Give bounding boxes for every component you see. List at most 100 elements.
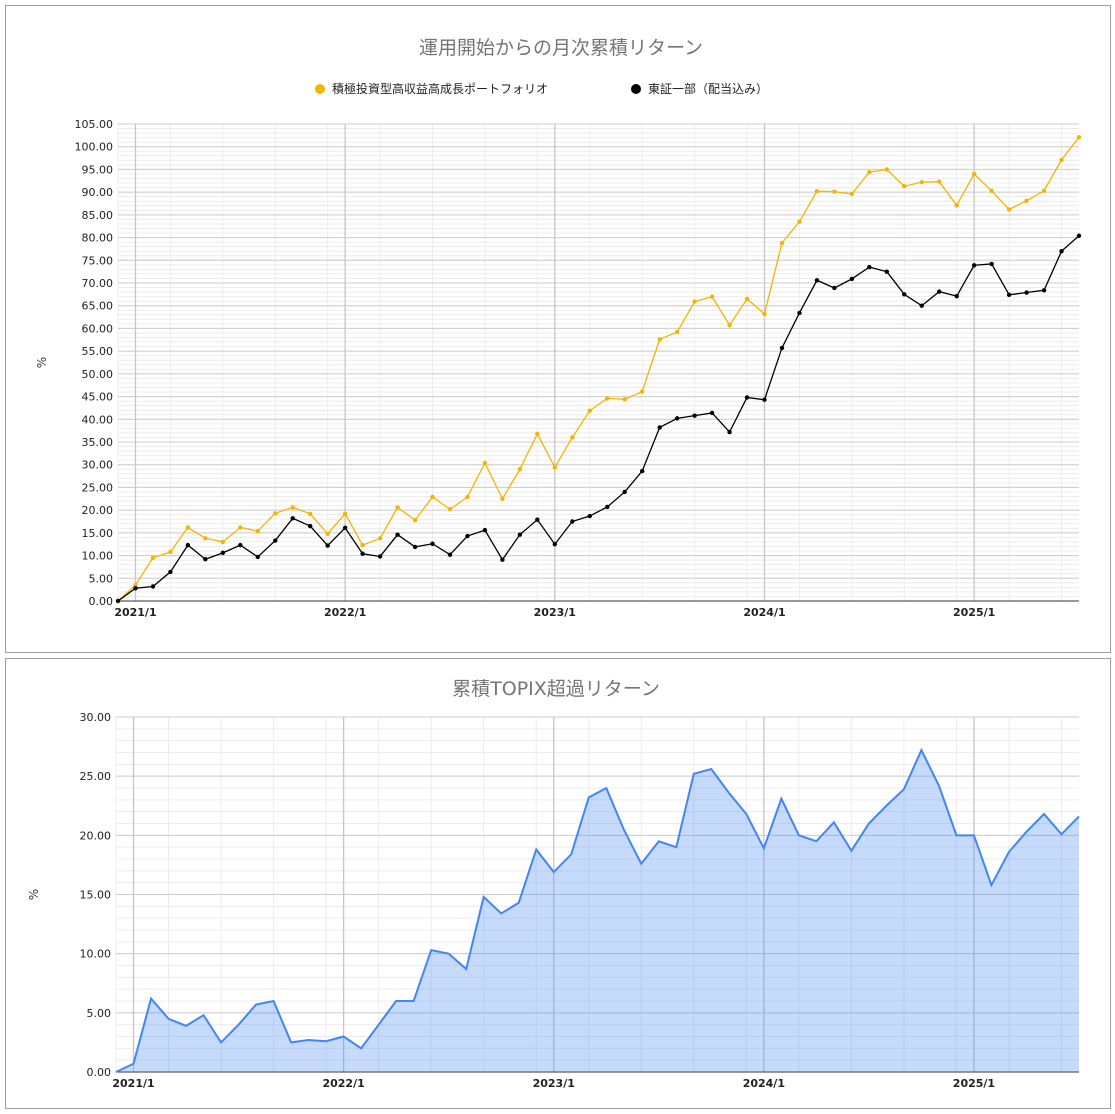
data-point [1076,233,1082,238]
data-point [150,584,156,589]
data-point [989,188,994,193]
data-point [238,542,243,548]
chart-title: 累積TOPIX超過リターン [452,678,660,700]
data-point [133,582,138,588]
data-point [203,536,208,541]
data-point [814,278,820,283]
data-point [535,517,540,522]
data-point [587,408,592,413]
data-point [937,289,942,294]
data-point [150,555,156,561]
data-point [884,269,889,274]
cumulative-return-chart: 運用開始からの月次累積リターン 0.00 5.00 10.00 15.00 20.00 25… [35,37,1082,619]
data-point [692,299,697,304]
data-point [902,292,907,297]
data-point [727,429,732,435]
data-point [255,554,260,560]
series-line [115,747,1080,1073]
data-point [971,263,977,268]
data-point [657,425,662,430]
data-point [465,533,470,539]
data-point [1024,290,1029,295]
data-point [605,396,610,401]
y-axis-label: % [35,357,49,368]
excess-return-chart-panel: 累積TOPIX超過リターン 0.00 5.00 10.00 15.00 20.00 25.0… [5,658,1111,1109]
y-tick-label: 85.00 [82,209,114,222]
data-point [325,531,330,536]
y-tick-label: 75.00 [82,254,114,267]
data-point [342,525,348,531]
x-tick-label: 2021/1 [114,606,156,619]
excess-return-chart: 累積TOPIX超過リターン 0.00 5.00 10.00 15.00 20.00 25.0… [27,678,1080,1090]
data-point [587,513,592,519]
y-tick-label: 25.00 [80,770,112,783]
data-point [220,539,226,545]
y-axis-label: % [27,889,41,900]
data-point [797,219,802,224]
data-point [954,293,959,299]
data-point [465,494,470,500]
data-point [674,416,680,421]
data-point [290,516,295,521]
y-tick-label: 5.00 [87,1007,112,1020]
y-tick-label: 25.00 [82,481,114,494]
data-point [447,552,453,557]
data-point [779,345,785,351]
data-point [552,542,558,547]
grid [115,716,1079,1073]
data-point [709,294,715,299]
data-point [1041,188,1047,193]
x-tick-label: 2024/1 [743,1077,785,1090]
data-point [395,532,400,537]
legend-marker [315,84,325,94]
y-tick-label: 45.00 [82,391,114,404]
data-point [954,203,959,208]
legend-label: 東証一部（配当込み） [648,81,768,96]
data-point [1024,198,1029,203]
y-tick-label: 100.00 [75,141,114,154]
data-point [1059,157,1064,163]
y-tick-label: 10.00 [80,948,112,961]
data-point [832,189,837,194]
data-point [308,523,313,529]
y-tick-label: 20.00 [80,829,112,842]
data-point [430,494,435,500]
data-point [971,171,977,177]
data-point [814,189,820,194]
y-tick-label: 30.00 [80,711,112,724]
data-point [342,511,348,516]
y-tick-label: 10.00 [82,550,114,563]
y-tick-label: 0.00 [89,595,114,608]
data-point [360,551,365,556]
data-point [919,303,924,308]
y-tick-label: 105.00 [75,118,114,131]
x-tick-label: 2025/1 [953,1077,995,1090]
data-point [220,550,226,556]
data-point [709,410,715,416]
data-point [639,468,645,474]
x-tick-label: 2022/1 [324,606,366,619]
data-point [744,296,750,302]
data-point [133,586,138,591]
data-point [1059,249,1064,254]
data-point [517,467,523,472]
y-tick-label: 30.00 [82,459,114,472]
y-tick-label: 0.00 [87,1066,112,1079]
grid [117,123,1079,602]
data-point [115,598,121,604]
series-line-2 [117,235,1080,602]
data-point [867,169,872,175]
x-tick-label: 2022/1 [322,1077,364,1090]
data-point [622,489,627,495]
data-point [517,532,523,537]
data-point [919,179,924,185]
data-point [744,395,750,400]
data-point [500,557,505,562]
data-point [622,397,627,402]
data-point [1006,207,1012,212]
y-tick-label: 70.00 [82,277,114,290]
data-point [570,519,575,524]
data-point [552,465,558,470]
data-point [185,525,191,530]
data-point [255,528,260,534]
